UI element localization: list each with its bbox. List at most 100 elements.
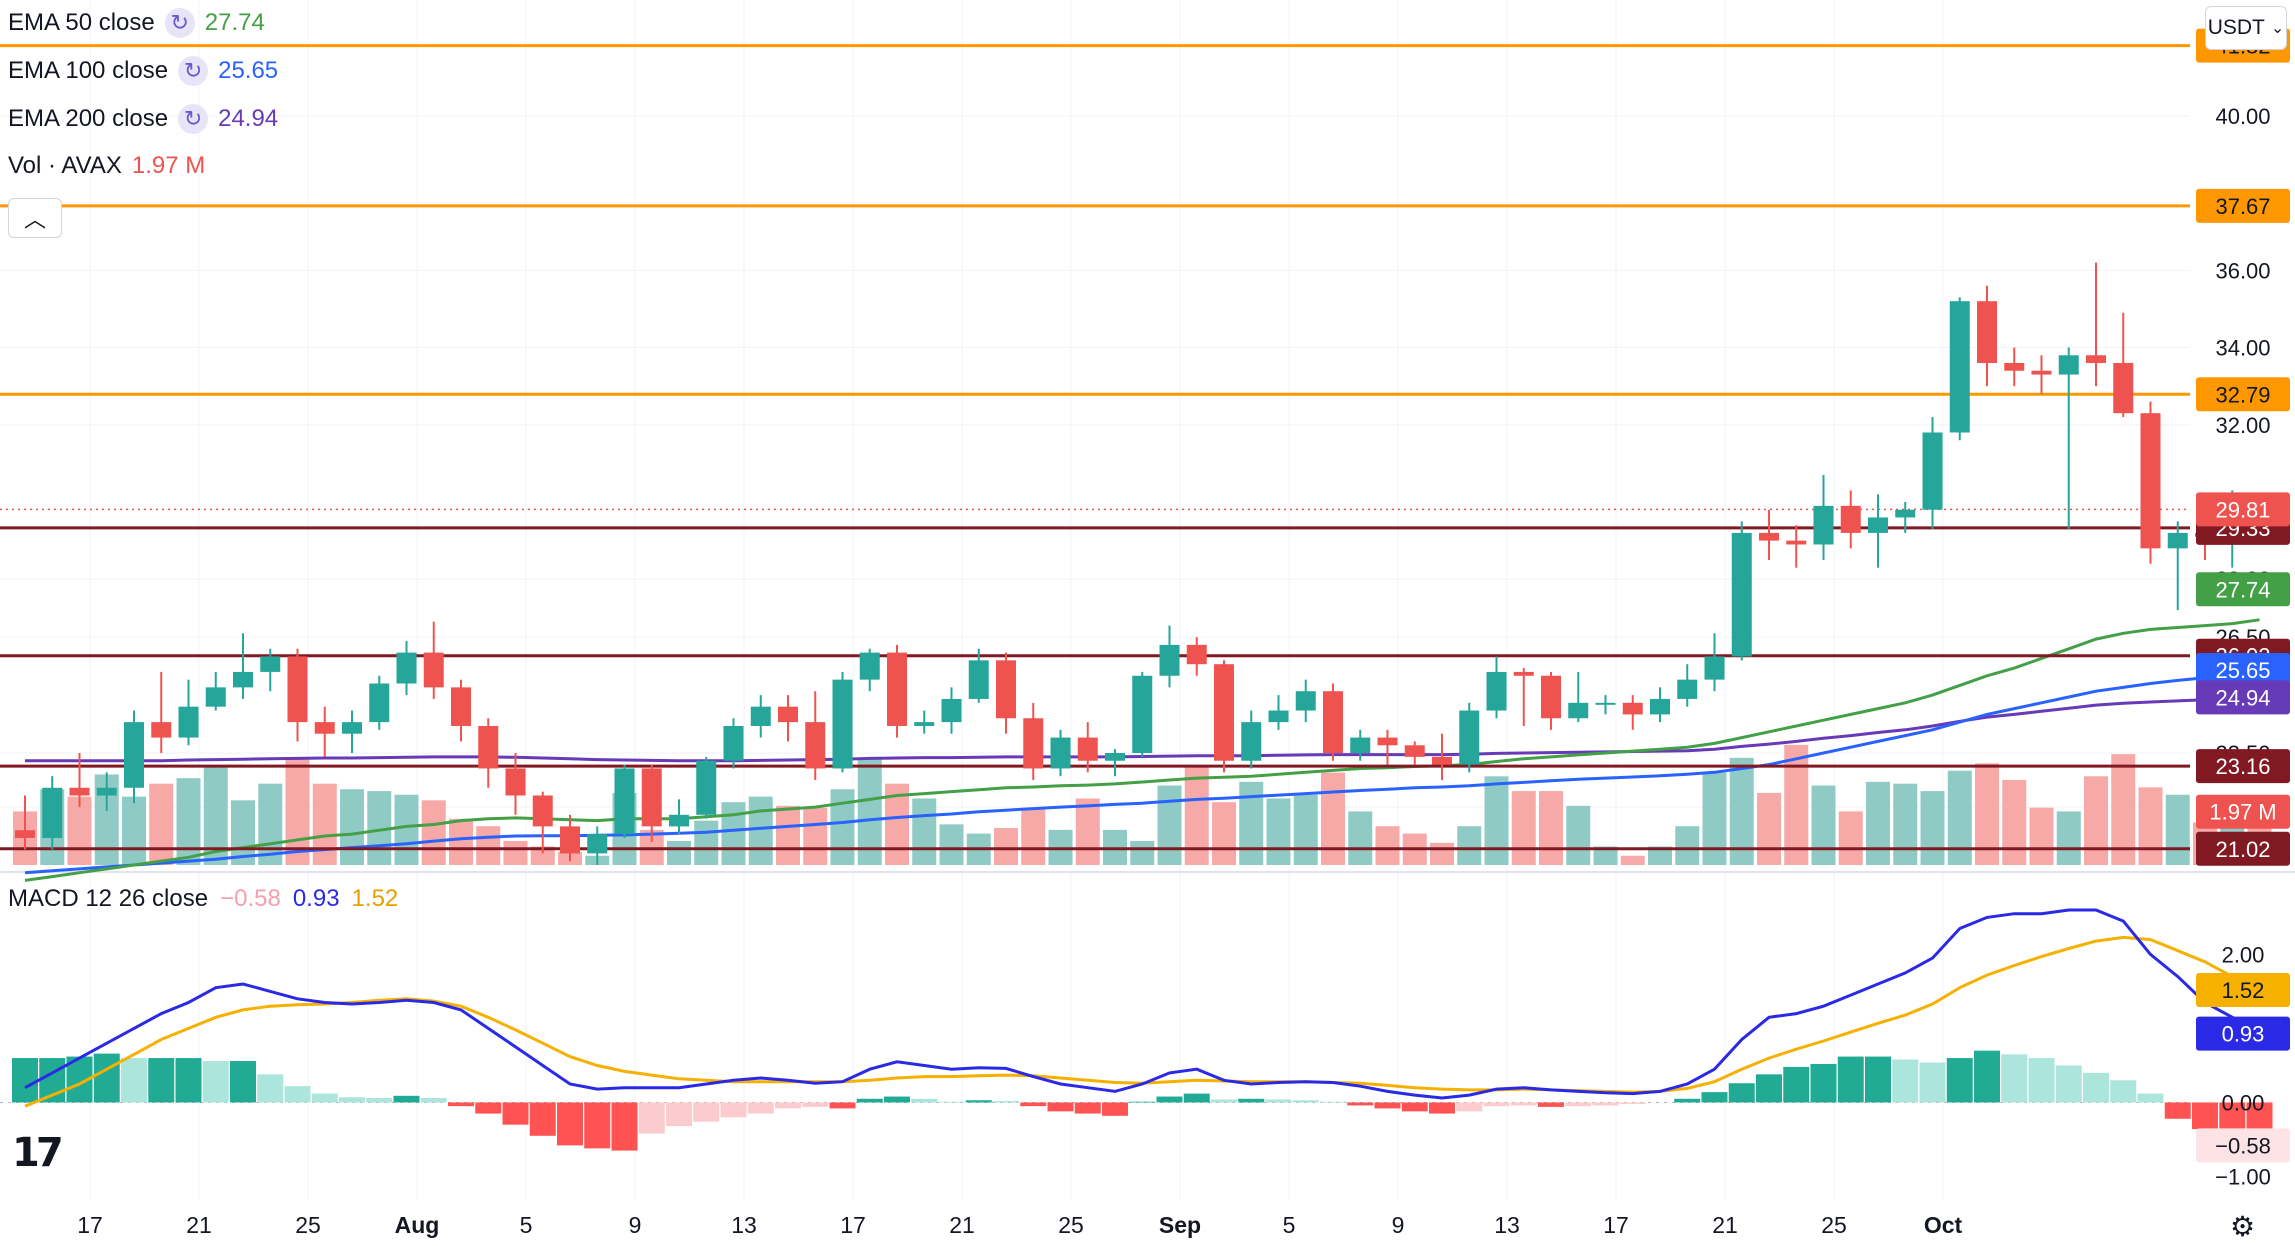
volume-bar (1266, 798, 1291, 865)
volume-bar (122, 796, 146, 865)
macd-hist-bar (2055, 1065, 2082, 1103)
macd-hist-bar (2164, 1102, 2191, 1119)
macd-hist-bar (1865, 1056, 1891, 1103)
volume-bar (503, 840, 528, 865)
time-tick-label: 13 (731, 1212, 757, 1238)
ema100-label: EMA 100 close (8, 57, 169, 84)
macd-hist-bar (1919, 1062, 1946, 1103)
macd-hist-bar (829, 1102, 856, 1109)
refresh-icon[interactable]: ↻ (178, 104, 209, 134)
volume-bar (1784, 744, 1809, 865)
tradingview-logo[interactable]: 17 (12, 1130, 64, 1176)
macd-hist-value: −0.58 (220, 885, 281, 912)
price-badge: 1.97 M (2196, 794, 2290, 829)
collapse-legend-button[interactable]: ︿ (8, 198, 62, 238)
price-badge: 29.81 (2196, 492, 2290, 527)
refresh-icon[interactable]: ↻ (164, 8, 195, 38)
macd-badge-text: −0.58 (2215, 1133, 2271, 1158)
candle-body (750, 706, 771, 726)
macd-hist-bar (775, 1102, 801, 1109)
macd-hist-bar (12, 1058, 38, 1103)
candle-body (1568, 702, 1589, 719)
price-badge-bg (2196, 572, 2290, 607)
macd-badge: −0.58 (2196, 1128, 2290, 1163)
time-tick-label: 17 (1603, 1212, 1629, 1238)
ema200-label: EMA 200 close (8, 105, 169, 132)
volume-bar (449, 818, 473, 865)
macd-hist-bar (1320, 1101, 1346, 1103)
macd-hist-bar (747, 1102, 774, 1114)
macd-hist-bar (2192, 1102, 2218, 1130)
chevron-up-icon: ︿ (23, 207, 46, 232)
volume-bar (258, 783, 283, 865)
candle-body (96, 787, 117, 796)
volume-bar (1702, 772, 1727, 865)
macd-hist-bar (1292, 1100, 1319, 1103)
macd-label: MACD 12 26 close (8, 885, 209, 912)
price-badge-bg (2196, 492, 2290, 527)
currency-selector[interactable]: USDT ⌄ (2205, 6, 2287, 50)
candle-body (1595, 702, 1616, 705)
macd-hist-bar (1756, 1074, 1782, 1103)
candle-body (1050, 737, 1071, 769)
candle-body (2086, 355, 2106, 363)
volume-bar (776, 805, 800, 865)
volume-bar (1893, 783, 1918, 865)
macd-hist-bar (1102, 1102, 1128, 1116)
price-badge-bg (2196, 652, 2290, 687)
volume-bar (67, 796, 92, 865)
time-axis: 17 21 25 Aug 5 9 13 17 21 25 Sep 5 9 13 17 21 25 Oct (77, 1212, 1962, 1238)
volume-bar (1811, 785, 1836, 865)
macd-hist-bar (2028, 1058, 2055, 1103)
chevron-down-icon: ⌄ (2270, 20, 2285, 37)
macd-hist-bar (1619, 1102, 1646, 1104)
refresh-icon[interactable]: ↻ (178, 56, 209, 86)
macd-hist-bar (1510, 1102, 1537, 1106)
volume-bar (1566, 805, 1591, 865)
gear-icon[interactable]: ⚙ (2230, 1211, 2256, 1242)
macd-hist-bar (93, 1053, 120, 1103)
macd-hist-bar (175, 1058, 202, 1103)
macd-hist-bar (638, 1102, 665, 1134)
volume-bar (1675, 826, 1700, 865)
candle-body (1895, 509, 1916, 518)
time-tick-label: 9 (1392, 1212, 1405, 1238)
candle-body (859, 652, 880, 680)
macd-hist-bar (393, 1095, 420, 1103)
volume-bar (1947, 770, 1972, 865)
macd-tick-label: 2.00 (2222, 942, 2265, 967)
macd-hist-bar (420, 1098, 447, 1103)
candle-body (1132, 675, 1153, 754)
volume-bar (748, 796, 773, 865)
volume-bar (1293, 794, 1318, 865)
candle-body (1731, 532, 1752, 657)
macd-hist-bar (502, 1102, 529, 1125)
candle-body (1159, 644, 1180, 676)
macd-hist-bar (1892, 1059, 1919, 1103)
macd-hist-bar (1728, 1083, 1755, 1103)
macd-hist-bar (965, 1100, 992, 1103)
macd-hist-bar (1974, 1050, 2000, 1103)
time-tick-label: 5 (1283, 1212, 1296, 1238)
macd-hist-bar (148, 1058, 175, 1103)
macd-hist-bar (311, 1093, 338, 1103)
macd-hist-bar (584, 1102, 611, 1149)
level-badge: 32.79 (2196, 377, 2290, 412)
candle-body (832, 679, 853, 769)
volume-bar (1021, 807, 1046, 865)
candle-body (178, 706, 199, 738)
macd-line (24, 908, 2261, 1100)
candle-body (560, 826, 580, 854)
volume-bar (1838, 811, 1863, 865)
macd-hist-bar (1401, 1102, 1428, 1112)
volume-bar (1620, 855, 1645, 865)
volume-bar (1484, 776, 1509, 865)
volume-bar (912, 798, 937, 865)
volume-bar (176, 778, 201, 865)
price-tick-label: 32.00 (2215, 413, 2270, 438)
volume-bar (857, 757, 882, 865)
volume-bar (394, 794, 419, 865)
level-badge: 23.16 (2196, 749, 2290, 784)
volume-bar (2111, 754, 2136, 865)
